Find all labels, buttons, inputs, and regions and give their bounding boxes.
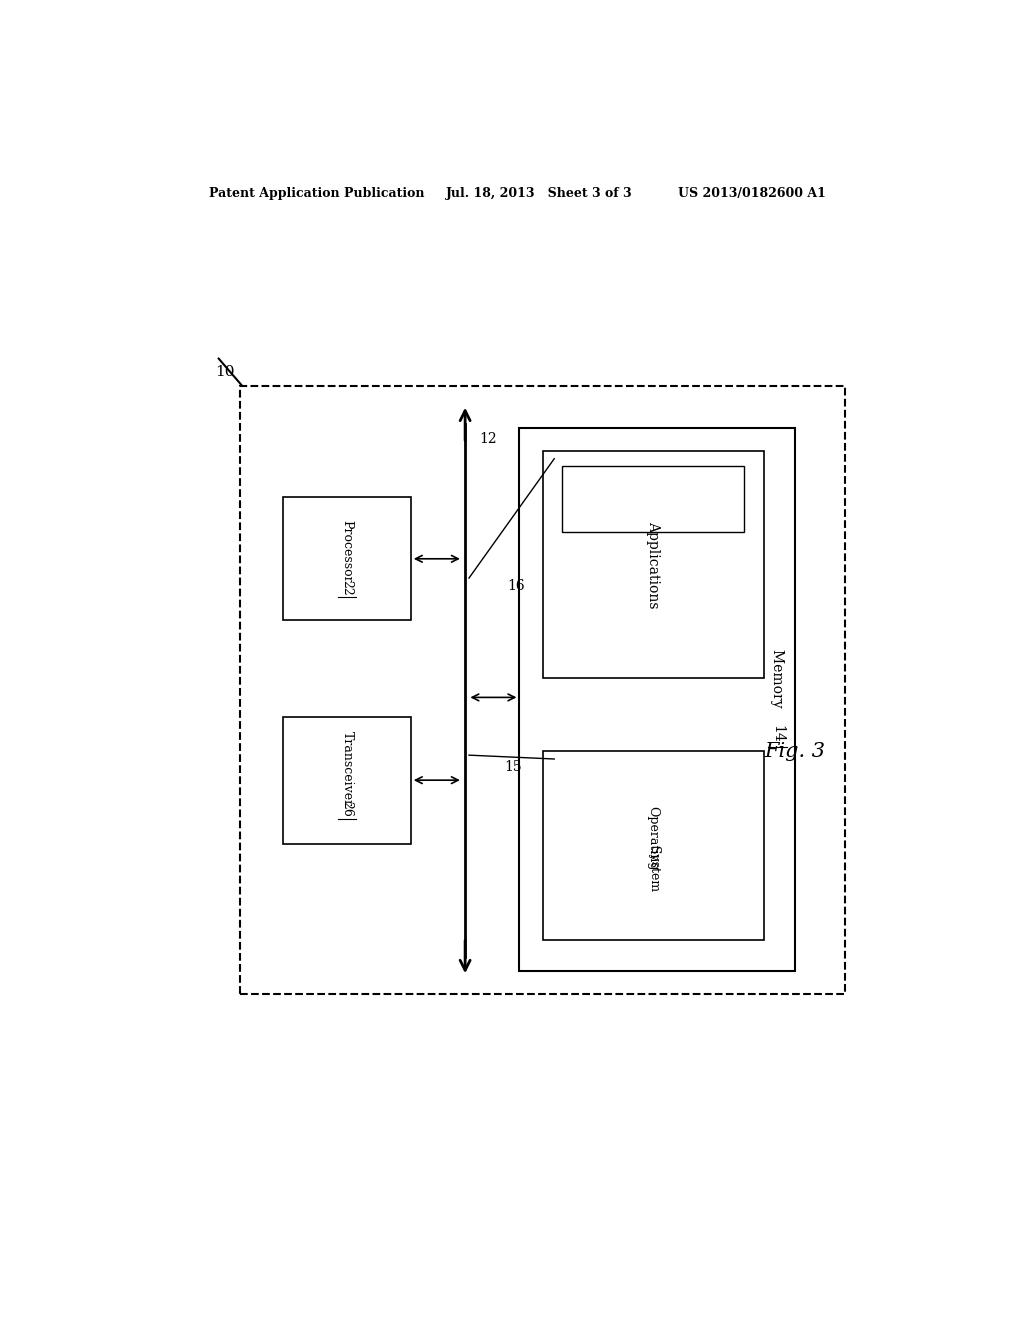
Bar [283, 717, 411, 843]
Text: System: System [646, 846, 659, 892]
Bar [283, 498, 411, 620]
Text: Fig. 3: Fig. 3 [764, 742, 825, 760]
Text: Jul. 18, 2013   Sheet 3 of 3: Jul. 18, 2013 Sheet 3 of 3 [445, 186, 633, 199]
Text: Operating: Operating [646, 805, 659, 870]
Bar [241, 385, 845, 994]
Bar [543, 751, 764, 940]
Bar [519, 428, 795, 970]
Text: Applications: Applications [646, 521, 660, 609]
Text: 26: 26 [340, 801, 353, 817]
Text: 14: 14 [770, 725, 784, 743]
Text: 16: 16 [508, 578, 525, 593]
Text: Memory: Memory [770, 648, 784, 711]
Text: 10: 10 [215, 366, 234, 379]
Text: US 2013/0182600 A1: US 2013/0182600 A1 [678, 186, 826, 199]
Text: Transceiver: Transceiver [340, 731, 353, 807]
Bar [562, 466, 744, 532]
Text: Patent Application Publication: Patent Application Publication [209, 186, 425, 199]
Bar [543, 451, 764, 678]
Text: 15: 15 [504, 760, 521, 774]
Text: 22: 22 [340, 581, 353, 595]
Text: 12: 12 [479, 433, 497, 446]
Text: Processor: Processor [340, 520, 353, 582]
